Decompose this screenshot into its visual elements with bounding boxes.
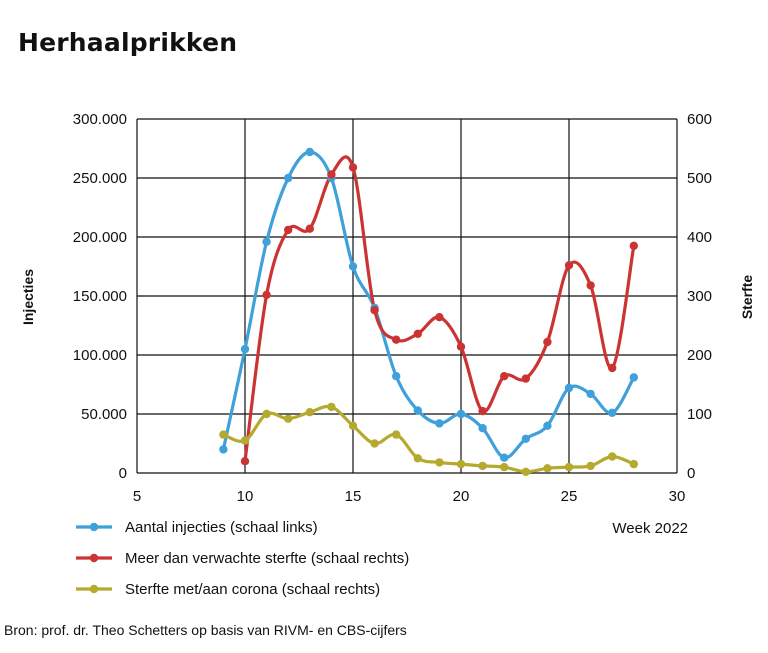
series-lines	[221, 150, 636, 474]
data-point-corona-sterfte	[521, 467, 530, 476]
y-tick-label: 0	[119, 465, 127, 482]
data-point-meer-sterfte	[370, 306, 379, 315]
data-point-injecties	[240, 344, 250, 354]
data-point-meer-sterfte	[543, 337, 552, 347]
x-tick-label: 10	[237, 488, 254, 505]
y2-tick-label: 200	[687, 347, 712, 364]
y-tick-label: 150.000	[73, 288, 127, 305]
data-point-injecties	[478, 424, 487, 433]
data-point-injecties	[521, 434, 530, 443]
data-point-meer-sterfte	[262, 290, 271, 299]
data-point-corona-sterfte	[370, 439, 379, 448]
chart-title: Herhaalprikken	[18, 28, 238, 57]
data-point-meer-sterfte	[305, 224, 314, 233]
data-point-injecties	[284, 173, 293, 183]
data-point-injecties	[629, 373, 638, 382]
data-point-corona-sterfte	[240, 436, 250, 445]
x-tick-label: 15	[345, 488, 362, 505]
y-tick-label: 100.000	[73, 347, 127, 364]
y2-tick-label: 600	[687, 111, 712, 128]
data-point-meer-sterfte	[500, 372, 509, 381]
legend-marker-injecties	[89, 522, 99, 532]
data-point-corona-sterfte	[564, 462, 574, 472]
data-point-injecties	[500, 453, 509, 462]
data-point-corona-sterfte	[305, 408, 314, 417]
data-point-corona-sterfte	[262, 409, 271, 419]
data-point-corona-sterfte	[392, 430, 401, 439]
data-point-meer-sterfte	[456, 342, 466, 351]
data-point-corona-sterfte	[543, 464, 552, 473]
legend-label-injecties: Aantal injecties (schaal links)	[125, 519, 318, 536]
data-point-corona-sterfte	[456, 459, 466, 469]
source-note: Bron: prof. dr. Theo Schetters op basis …	[4, 622, 407, 638]
data-point-meer-sterfte	[564, 261, 574, 270]
data-point-corona-sterfte	[327, 402, 336, 412]
data-point-injecties	[543, 421, 552, 430]
data-point-injecties	[564, 383, 574, 393]
series-line-injecties	[221, 150, 636, 460]
y2-axis-label: Sterfte	[739, 275, 755, 320]
data-point-corona-sterfte	[500, 462, 509, 472]
data-point-corona-sterfte	[284, 414, 293, 423]
x-tick-label: 25	[561, 488, 578, 505]
data-point-injecties	[348, 262, 358, 271]
data-point-meer-sterfte	[608, 363, 617, 373]
y2-tick-label: 300	[687, 288, 712, 305]
grid	[136, 118, 678, 474]
legend-label-meer-sterfte: Meer dan verwachte sterfte (schaal recht…	[125, 550, 409, 567]
data-point-injecties	[435, 419, 444, 428]
x-tick-label: 5	[133, 488, 141, 505]
data-point-meer-sterfte	[240, 457, 250, 466]
y2-tick-label: 500	[687, 170, 712, 187]
data-point-injecties	[608, 408, 617, 417]
y-tick-label: 200.000	[73, 229, 127, 246]
legend-label-corona-sterfte: Sterfte met/aan corona (schaal rechts)	[125, 581, 380, 598]
data-point-corona-sterfte	[435, 458, 444, 467]
y-axis-label: Injecties	[20, 269, 36, 325]
data-point-corona-sterfte	[219, 430, 228, 439]
legend-marker-meer-sterfte	[89, 553, 99, 563]
data-point-corona-sterfte	[586, 461, 595, 471]
x-tick-label: 20	[453, 488, 470, 505]
data-point-meer-sterfte	[478, 406, 487, 416]
y2-tick-label: 100	[687, 406, 712, 423]
data-point-injecties	[413, 406, 422, 415]
data-point-meer-sterfte	[327, 170, 336, 179]
y-tick-label: 250.000	[73, 170, 127, 187]
data-point-meer-sterfte	[586, 281, 595, 290]
data-point-corona-sterfte	[608, 452, 617, 461]
y2-tick-label: 0	[687, 465, 695, 482]
x-tick-label: 30	[669, 488, 686, 505]
data-point-injecties	[456, 409, 466, 419]
data-point-meer-sterfte	[629, 241, 638, 250]
data-point-meer-sterfte	[413, 329, 422, 338]
y-tick-label: 50.000	[81, 406, 127, 423]
data-point-injecties	[219, 445, 228, 454]
data-point-corona-sterfte	[629, 459, 638, 469]
data-point-corona-sterfte	[413, 454, 422, 463]
legend: Aantal injecties (schaal links) Meer dan …	[76, 519, 409, 598]
y-tick-label: 300.000	[73, 111, 127, 128]
y2-tick-label: 400	[687, 229, 712, 246]
data-point-corona-sterfte	[348, 421, 358, 430]
series-points	[219, 147, 638, 476]
data-point-injecties	[392, 372, 401, 381]
data-point-meer-sterfte	[435, 313, 444, 322]
data-point-injecties	[586, 389, 595, 399]
legend-marker-corona-sterfte	[89, 584, 99, 594]
data-point-meer-sterfte	[392, 335, 401, 344]
data-point-injecties	[305, 147, 314, 157]
data-point-corona-sterfte	[478, 461, 487, 471]
data-point-meer-sterfte	[284, 225, 293, 235]
data-point-injecties	[262, 237, 271, 246]
data-point-meer-sterfte	[348, 163, 358, 172]
data-point-meer-sterfte	[521, 374, 530, 383]
x-axis-label: Week 2022	[612, 520, 688, 537]
